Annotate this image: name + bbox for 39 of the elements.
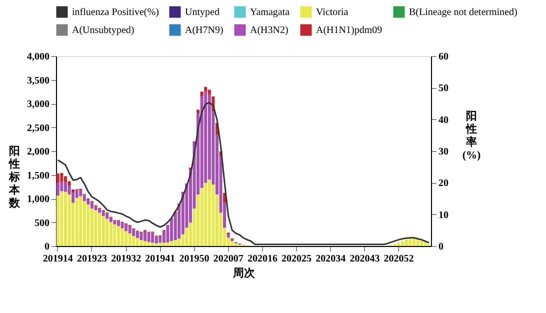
legend-label: A(H7N9) <box>185 25 224 36</box>
legend-label: influenza Positive(%) <box>72 7 159 18</box>
y-tick-label: 3,000 <box>27 99 50 110</box>
x-tick-label: 201923 <box>76 254 107 264</box>
x-tick-label: 201941 <box>145 254 176 264</box>
x-tick-label: 202034 <box>316 254 346 264</box>
y-tick-label: 2,500 <box>27 122 50 134</box>
x-axis-title: 周次 <box>232 268 256 280</box>
legend-label: Yamagata <box>250 7 290 18</box>
y-tick-label: 3,500 <box>27 75 50 86</box>
y2-tick-label: 20 <box>438 178 448 190</box>
x-tick-label: 202016 <box>247 254 278 264</box>
y-axis-title: 阳性标本数 <box>8 146 21 210</box>
y2-tick-label: 30 <box>438 146 448 158</box>
y-tick-label: 1,000 <box>27 194 50 205</box>
x-tick-label: 202025 <box>282 254 312 264</box>
y-tick-label: 500 <box>34 218 50 229</box>
y2-tick-label: 60 <box>438 52 448 62</box>
y-tick-label: 0 <box>44 242 50 252</box>
x-tick-label: 202043 <box>350 254 380 264</box>
y-tick-label: 2,000 <box>27 146 50 158</box>
x-tick-label: 201950 <box>179 254 210 264</box>
legend-label: Victoria <box>316 7 349 18</box>
legend-label: B(Lineage not determined) <box>409 7 518 18</box>
y2-tick-label: 40 <box>438 114 448 126</box>
y2-tick-label: 50 <box>438 83 448 94</box>
legend-label: A(H1N1)pdm09 <box>316 25 382 36</box>
legend-label: A(Unsubtyped) <box>72 25 134 36</box>
legend-label: Untyped <box>185 7 220 18</box>
y2-axis-title: 阳性率(%) <box>462 110 481 162</box>
x-tick-label: 201932 <box>111 254 142 264</box>
x-tick-label: 202007 <box>213 254 244 264</box>
legend-label: A(H3N2) <box>250 25 288 36</box>
y2-tick-label: 10 <box>438 210 448 221</box>
y-tick-label: 1,500 <box>27 170 50 182</box>
y2-tick-label: 0 <box>438 242 444 252</box>
x-tick-label: 201914 <box>42 254 73 264</box>
y-tick-label: 4,000 <box>27 52 50 62</box>
x-tick-label: 202052 <box>384 254 414 264</box>
